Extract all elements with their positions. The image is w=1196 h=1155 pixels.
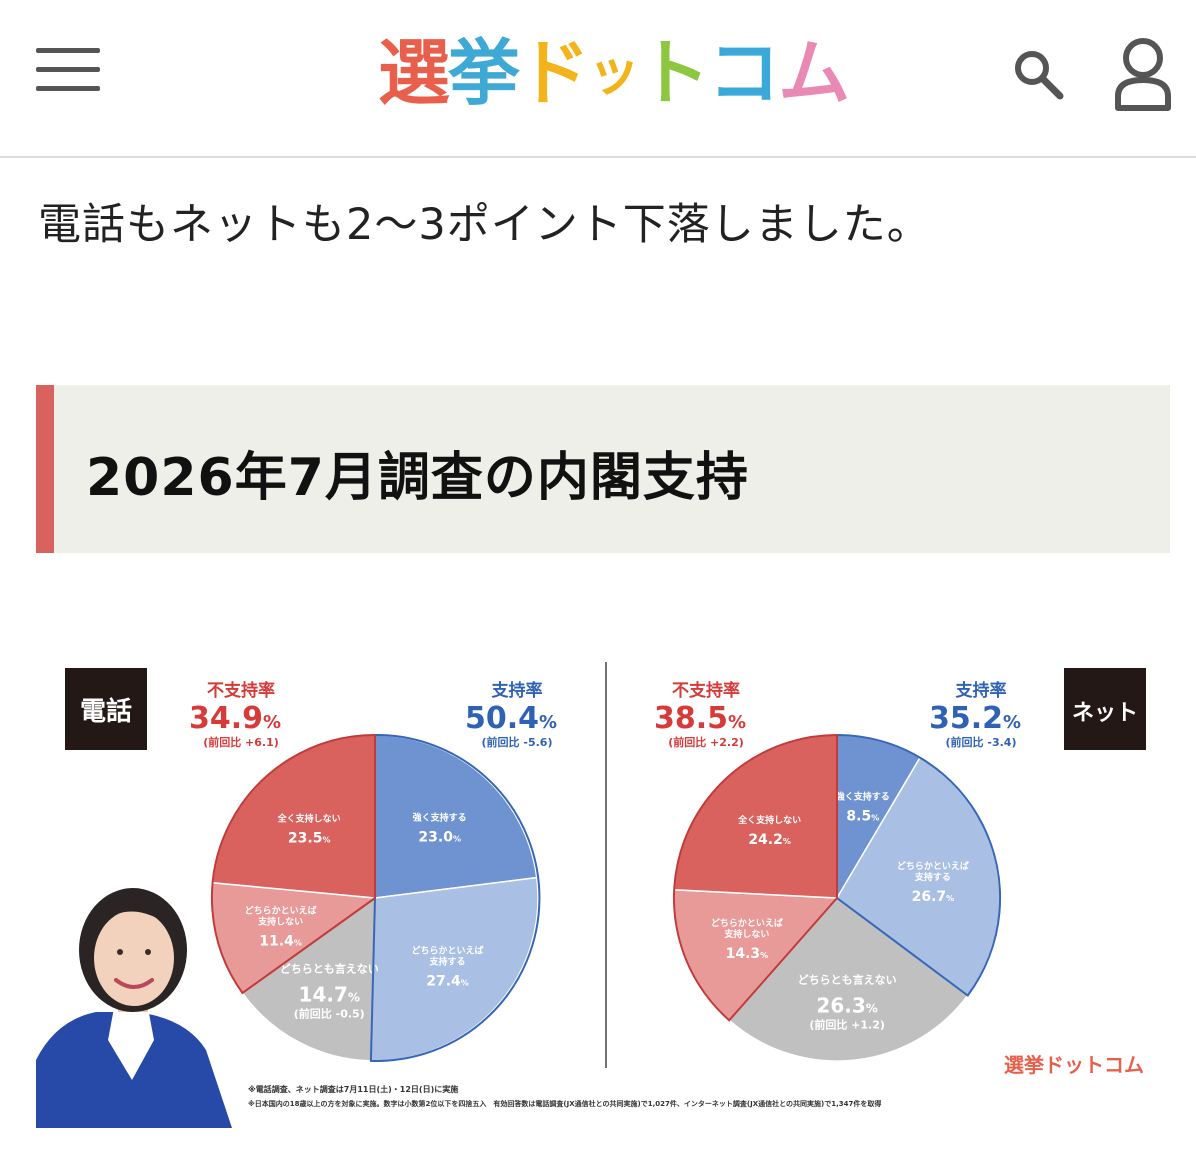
portrait-eye [145, 949, 151, 955]
portrait-bangs [94, 908, 176, 932]
slice-label: どちらとも言えない [798, 972, 897, 986]
logo-char: ド [518, 31, 590, 115]
poll-charts: 強く支持する23.0%どちらかといえば支持する27.4%どちらとも言えない14.… [36, 662, 1146, 1128]
slice-note: (前回比 -0.5) [294, 1006, 365, 1020]
footnote-2: ※日本国内の18歳以上の方を対象に実施。数字は小数第2位以下を四捨五入 有効回答… [248, 1099, 881, 1108]
percent-unit: % [322, 836, 330, 845]
slice-value: 24.2% [748, 832, 791, 848]
percent-unit: % [294, 939, 302, 948]
slice-label: 強く支持する [413, 812, 467, 824]
menu-line [36, 48, 100, 53]
slice-label: どちらとも言えない [280, 961, 379, 975]
slice-label: 全く支持しない [277, 813, 341, 825]
support-change: (前回比 -5.6) [482, 735, 553, 749]
oppose-change: (前回比 +6.1) [203, 735, 279, 749]
oppose-value: 38.5% [654, 701, 746, 736]
slice-label: 全く支持しない [737, 814, 801, 826]
logo-char: ト [638, 31, 710, 115]
oppose-label: 不支持率 [672, 680, 740, 701]
slice-value: 27.4% [426, 974, 469, 990]
pie-slice [370, 876, 539, 1062]
portrait-smile [114, 978, 154, 989]
percent-unit: % [871, 814, 879, 823]
logo-char: ッ [588, 43, 640, 103]
panel-label: 電話 [80, 696, 132, 727]
percent-unit: % [263, 712, 281, 733]
section-title: 2026年7月調査の内閣支持 [86, 448, 749, 508]
percent-unit: % [946, 894, 954, 903]
site-header: 選挙ドットコム [0, 0, 1196, 158]
group-outline [836, 733, 1002, 997]
slice-label: どちらかといえば [711, 917, 783, 929]
oppose-change: (前回比 +2.2) [668, 735, 744, 749]
section-heading: 2026年7月調査の内閣支持 [36, 385, 1170, 553]
slice-value: 26.7% [912, 889, 955, 905]
support-change: (前回比 -3.4) [946, 735, 1017, 749]
lead-text: 電話もネットも2〜3ポイント下落しました。 [38, 200, 931, 250]
slice-label: 支持しない [723, 928, 769, 940]
logo-char: ム [778, 31, 850, 115]
portrait-collar [108, 1008, 154, 1080]
slice-label: 支持する [429, 956, 466, 968]
hamburger-menu-icon[interactable] [36, 46, 100, 94]
logo-char: 挙 [448, 31, 520, 115]
panel-badge [65, 668, 147, 750]
slice-value: 14.3% [726, 946, 769, 962]
oppose-label: 不支持率 [207, 680, 275, 701]
percent-unit: % [539, 712, 557, 733]
group-outline [672, 733, 838, 1022]
user-icon[interactable] [1114, 36, 1172, 112]
slice-value: 23.5% [288, 831, 331, 847]
pie-slice [728, 896, 969, 1062]
percent-unit: % [760, 951, 768, 960]
logo-char: コ [708, 31, 780, 115]
slice-label: 支持しない [257, 916, 303, 928]
group-outline [210, 733, 376, 995]
poll-figure: 強く支持する 23.0% どちらかといえば 支持する 27.4% どちらとも言えない 14.… [36, 640, 1170, 1128]
slice-label: どちらかといえば [245, 905, 317, 917]
slice-value: 8.5% [846, 809, 879, 825]
percent-unit: % [348, 990, 360, 1004]
support-label: 支持率 [492, 680, 543, 701]
menu-line [36, 67, 100, 72]
portrait-eye [117, 949, 123, 955]
slice-value: 23.0% [418, 830, 461, 846]
percent-unit: % [866, 1001, 878, 1015]
percent-unit: % [461, 979, 469, 988]
percent-unit: % [783, 837, 791, 846]
footnote-1: ※電話調査、ネット調査は7月11日(土)・12日(日)に実施 [248, 1084, 458, 1094]
slice-label: どちらかといえば [897, 860, 969, 872]
support-label: 支持率 [956, 680, 1007, 701]
slice-note: (前回比 +1.2) [809, 1017, 885, 1031]
panel-badge [1064, 668, 1146, 750]
panel-label: ネット [1072, 701, 1138, 726]
site-logo[interactable]: 選挙ドットコム [378, 28, 850, 118]
pie-slice [241, 896, 376, 1062]
figure-watermark: 選挙ドットコム [1004, 1053, 1144, 1077]
percent-unit: % [453, 835, 461, 844]
support-value: 35.2% [929, 701, 1021, 736]
percent-unit: % [1003, 712, 1021, 733]
percent-unit: % [728, 712, 746, 733]
slice-label: 支持する [914, 871, 951, 883]
support-value: 50.4% [465, 701, 557, 736]
search-icon[interactable] [1010, 46, 1066, 102]
menu-line [36, 86, 100, 91]
group-outline [369, 733, 541, 1062]
slice-label: どちらかといえば [412, 945, 484, 957]
oppose-value: 34.9% [189, 701, 281, 736]
slice-label: 強く支持する [836, 791, 890, 803]
logo-char: 選 [378, 31, 450, 115]
portrait-photo [36, 888, 232, 1128]
portrait-face [94, 910, 174, 1006]
slice-value: 11.4% [259, 934, 302, 950]
